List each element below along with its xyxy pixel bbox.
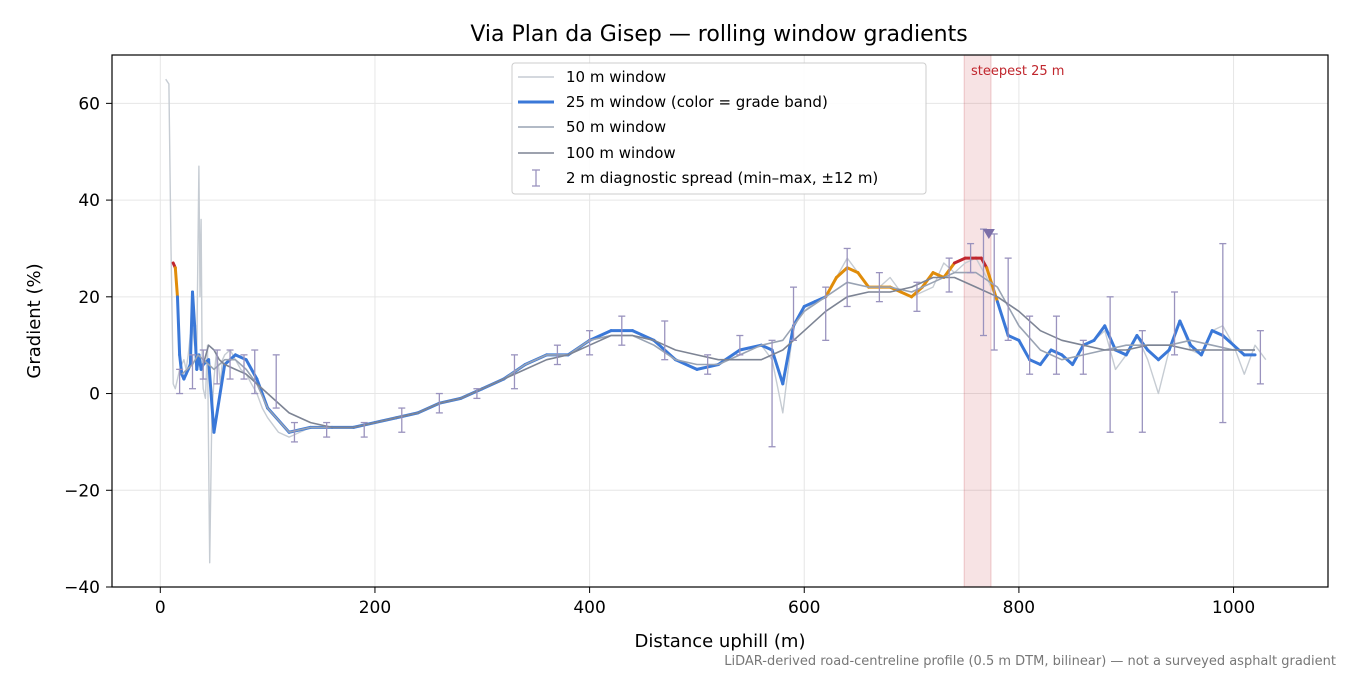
series-layer (165, 78, 1267, 564)
steepest-span-band (963, 54, 992, 588)
x-tick-label: 1000 (1212, 598, 1255, 618)
legend-box (511, 62, 927, 195)
plot-frame (111, 54, 1329, 588)
steepest-label: steepest 25 m (971, 64, 1064, 79)
series-25m-segment (178, 353, 184, 376)
series-25m-segment (1156, 348, 1171, 362)
series-25m-segment (1221, 334, 1236, 347)
y-tick-label: 20 (78, 288, 100, 308)
x-axis-label: Distance uphill (m) (635, 631, 806, 652)
series-25m-segment (1017, 338, 1032, 362)
legend-label-10m: 10 m window (566, 68, 666, 86)
y-tick-label: 0 (89, 385, 100, 405)
x-tick-label: 200 (359, 598, 391, 618)
ticks: 0 200 400 600 800 1000 −40 −20 0 20 40 60 (64, 94, 1255, 618)
x-tick-label: 600 (788, 598, 820, 618)
series-25m-segment (212, 363, 227, 434)
series-25m-segment (1028, 358, 1042, 367)
series-25m-segment (175, 295, 182, 357)
marker-layer (982, 228, 995, 239)
legend-label-spread: 2 m diagnostic spread (min–max, ±12 m) (566, 169, 878, 187)
x-tick-label: 400 (573, 598, 605, 618)
x-tick-label: 0 (155, 598, 166, 618)
series-25m-segment (770, 348, 785, 386)
series-25m-segment (1113, 348, 1128, 357)
series-25m-segment (1006, 334, 1021, 342)
series-25m-segment (781, 324, 796, 386)
series-25m-segment (824, 275, 838, 299)
series-25m-segment (1092, 324, 1107, 342)
series-25m-segment (1199, 329, 1214, 357)
legend-label-100m: 100 m window (566, 144, 676, 162)
series-spread-errorbars (176, 228, 1264, 448)
series-25m-segment (1210, 329, 1225, 338)
series-25m-segment (899, 290, 914, 299)
series-25m-segment (802, 300, 817, 308)
steepest-band (963, 54, 992, 588)
series-25m-segment (856, 271, 871, 289)
y-tick-label: −40 (64, 578, 100, 598)
series-25m-segment (759, 343, 774, 352)
y-axis-label: Gradient (%) (24, 263, 45, 378)
series-25m-segment (931, 271, 946, 279)
legend: 10 m window 25 m window (color = grade b… (511, 62, 927, 195)
series-25m-segment (953, 256, 967, 265)
series-25m-segment (207, 358, 216, 434)
chart-title: Via Plan da Gisep — rolling window gradi… (470, 22, 967, 47)
y-tick-label: −20 (64, 481, 100, 501)
y-tick-label: 60 (78, 94, 100, 114)
series-25m-segment (1071, 343, 1085, 367)
series-line-3 (202, 276, 1255, 429)
legend-label-25m: 25 m window (color = grade band) (566, 93, 828, 111)
series-25m-segment (1146, 348, 1160, 362)
legend-label-50m: 50 m window (566, 118, 666, 136)
footnote: LiDAR-derived road-centreline profile (0… (724, 654, 1336, 669)
y-tick-label: 40 (78, 191, 100, 211)
series-line-2 (181, 271, 1255, 433)
series-25m-segment (834, 266, 849, 279)
series-25m-segment (1038, 348, 1053, 367)
legend-swatch-spread (532, 169, 540, 187)
series-25m-segment (1081, 338, 1096, 347)
series-25m-segment (1060, 353, 1075, 367)
series-25m-segment (173, 266, 179, 299)
x-tick-label: 800 (1003, 598, 1035, 618)
series-25m-segment (845, 266, 860, 275)
series-25m-segment (995, 300, 1010, 338)
steepest-marker (982, 228, 995, 239)
series-25m-segment (190, 290, 197, 328)
